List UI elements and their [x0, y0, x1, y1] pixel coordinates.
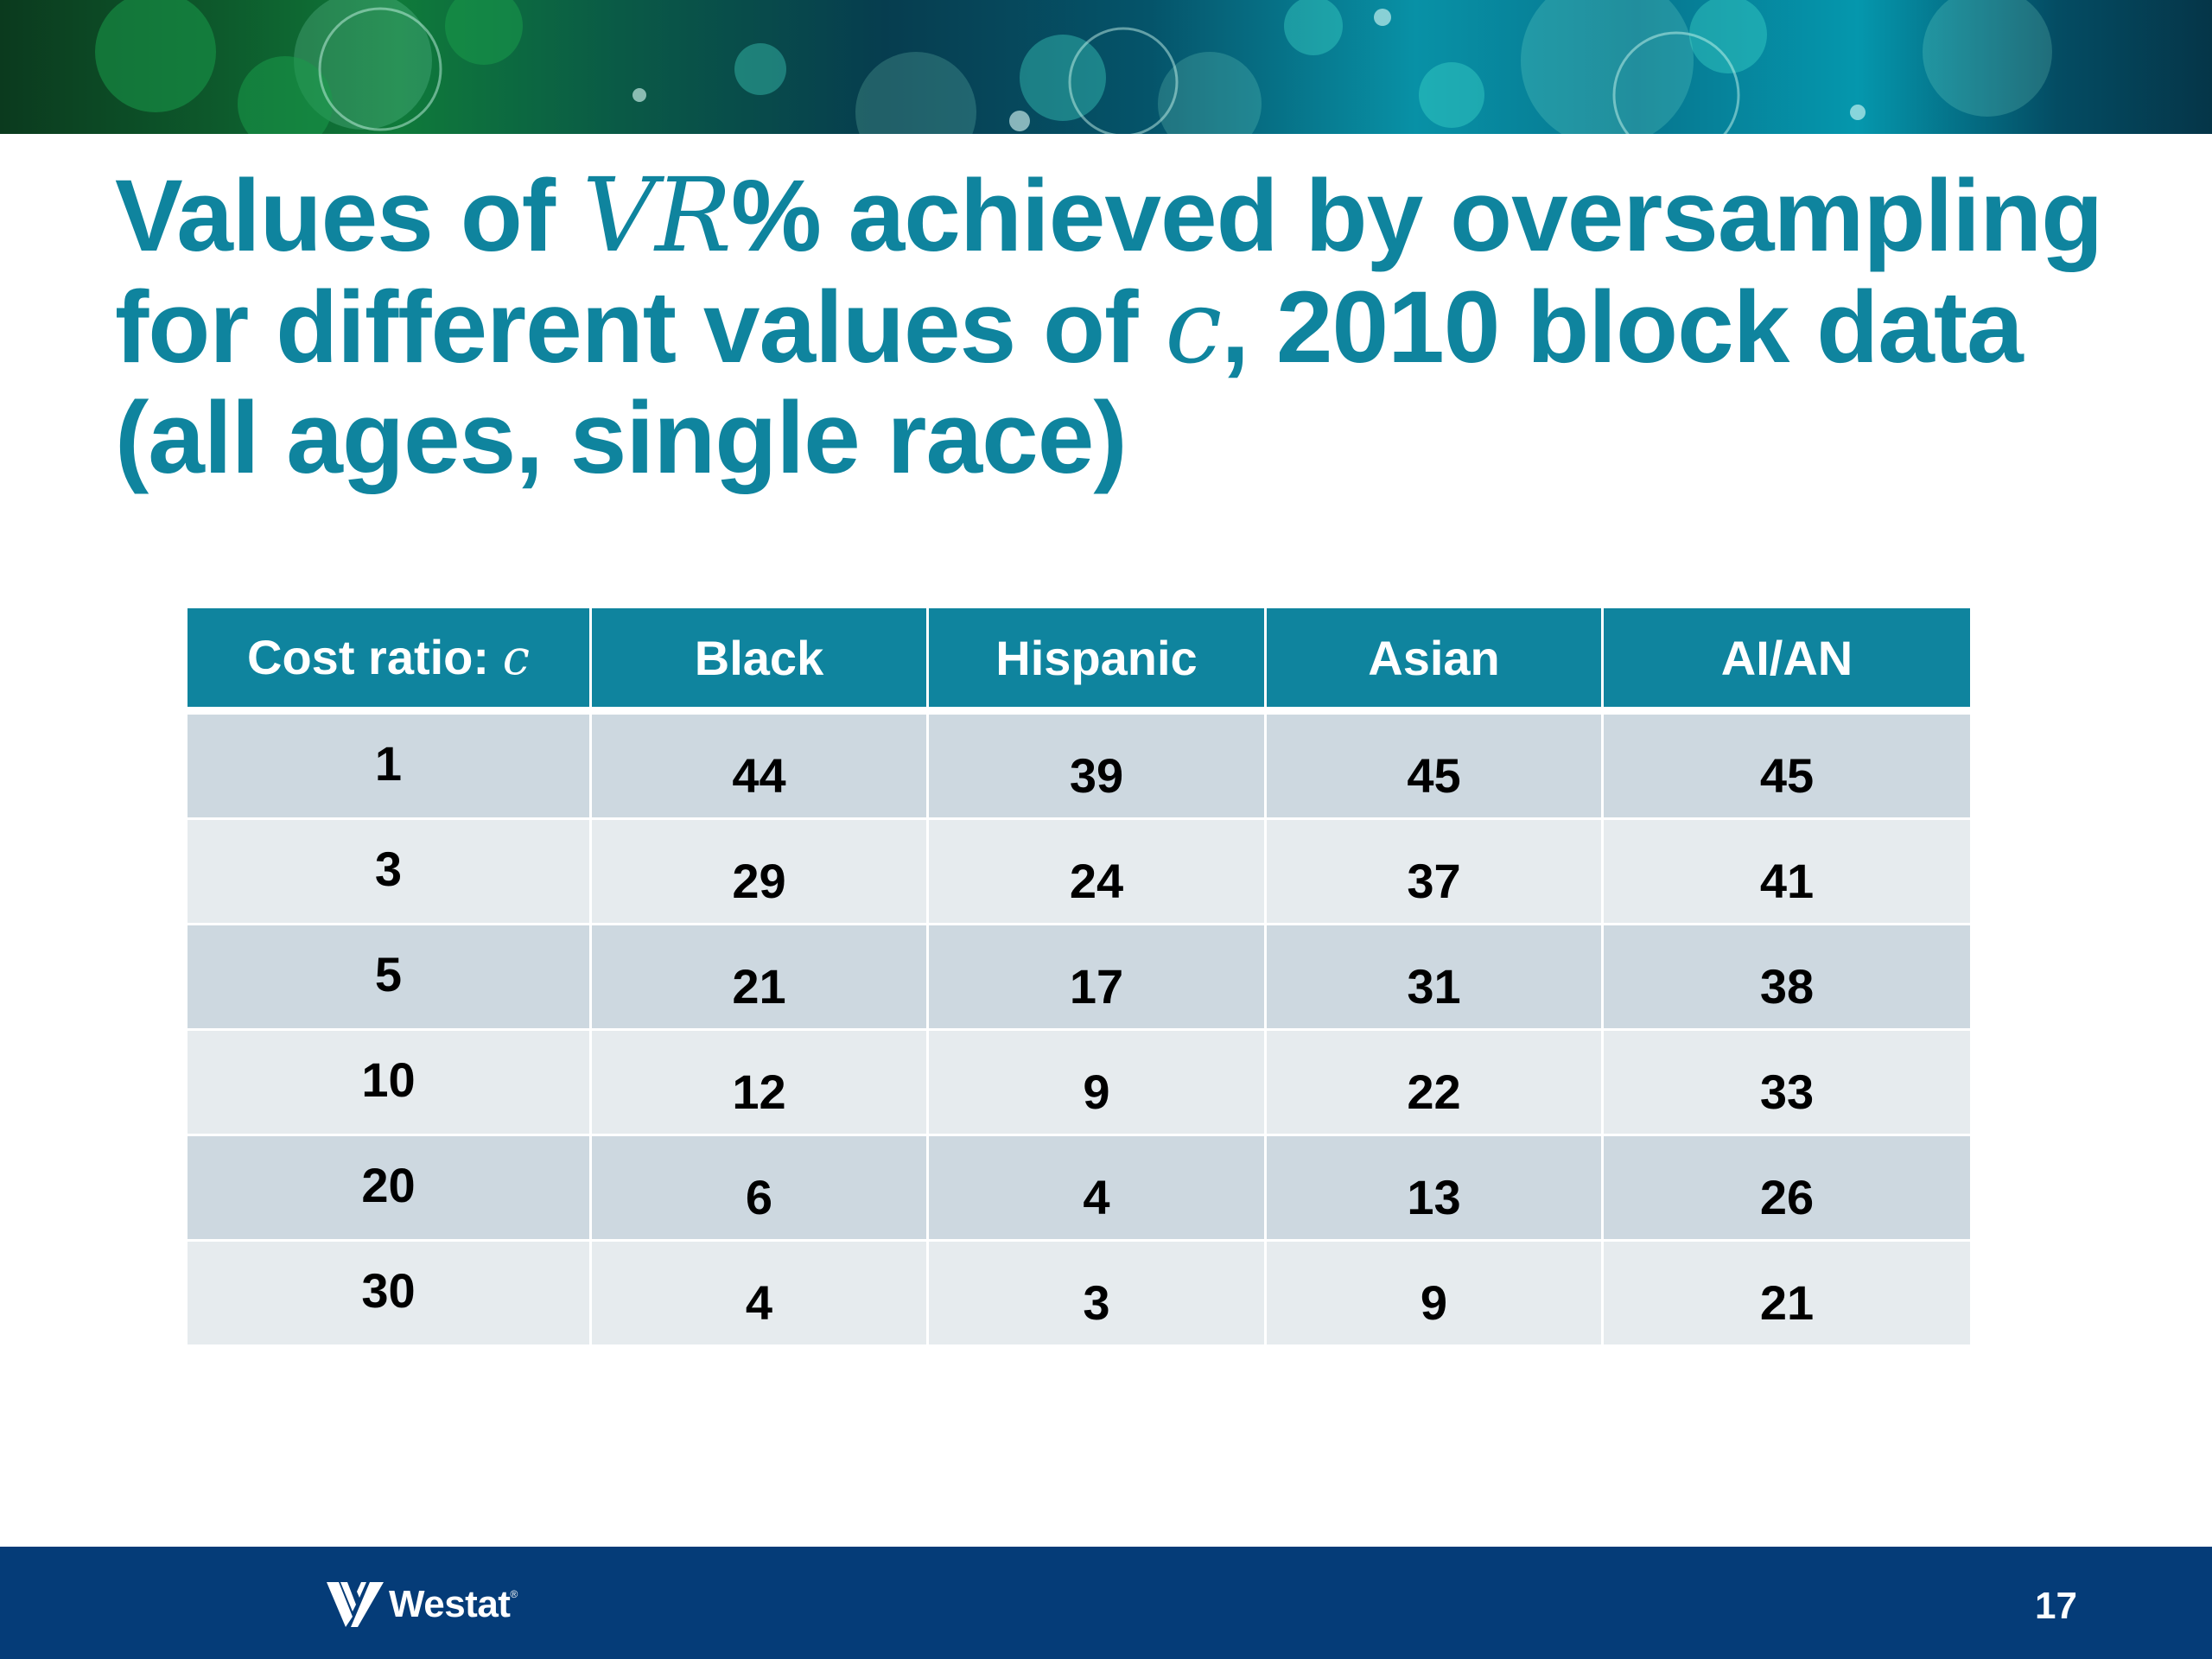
slide-title-text: % achieved by oversampling for different…: [115, 159, 2103, 385]
aian-cell: 21: [1604, 1242, 1970, 1347]
header-hispanic: Hispanic: [929, 608, 1264, 715]
table-row: 5 21 17 31 38: [188, 925, 1970, 1031]
aian-cell: 45: [1604, 715, 1970, 820]
header-cost-ratio-symbol: c: [502, 630, 530, 686]
cost-ratio-cell: 3: [188, 820, 589, 925]
cost-ratio-cell: 1: [188, 715, 589, 820]
asian-cell: 31: [1267, 925, 1601, 1031]
cost-ratio-cell: 20: [188, 1136, 589, 1242]
bokeh-background-image: [95, 0, 2052, 134]
black-cell: 6: [592, 1136, 926, 1242]
table-header-row: Cost ratio: c Black Hispanic Asian AI/AN: [188, 608, 1970, 715]
hispanic-cell: 24: [929, 820, 1264, 925]
cost-ratio-cell: 5: [188, 925, 589, 1031]
aian-cell: 38: [1604, 925, 1970, 1031]
footer-bar: Westat ® 17: [0, 1547, 2212, 1659]
aian-cell: 41: [1604, 820, 1970, 925]
table-row: 3 29 24 37 41: [188, 820, 1970, 925]
slide-title-math-vr: VR: [582, 156, 732, 275]
black-cell: 29: [592, 820, 926, 925]
slide-title-text: , 2010 block data (all ages, single race…: [115, 270, 2024, 495]
hispanic-cell: 17: [929, 925, 1264, 1031]
cost-ratio-cell: 30: [188, 1242, 589, 1347]
black-cell: 12: [592, 1031, 926, 1136]
westat-w-icon: [327, 1582, 384, 1627]
asian-cell: 13: [1267, 1136, 1601, 1242]
cost-ratio-cell: 10: [188, 1031, 589, 1136]
hispanic-cell: 9: [929, 1031, 1264, 1136]
asian-cell: 37: [1267, 820, 1601, 925]
logo-trademark: ®: [510, 1588, 518, 1600]
header-aian: AI/AN: [1604, 608, 1970, 715]
header-banner: [0, 0, 2212, 134]
asian-cell: 9: [1267, 1242, 1601, 1347]
aian-cell: 26: [1604, 1136, 1970, 1242]
table-row: 1 44 39 45 45: [188, 715, 1970, 820]
hispanic-cell: 39: [929, 715, 1264, 820]
page-number: 17: [2035, 1585, 2077, 1627]
black-cell: 21: [592, 925, 926, 1031]
hispanic-cell: 4: [929, 1136, 1264, 1242]
logo-text: Westat: [389, 1583, 511, 1625]
black-cell: 4: [592, 1242, 926, 1347]
header-cost-ratio: Cost ratio: c: [188, 608, 589, 715]
table-row: 10 12 9 22 33: [188, 1031, 1970, 1136]
westat-logo: Westat ®: [327, 1578, 518, 1631]
table-row: 20 6 4 13 26: [188, 1136, 1970, 1242]
slide-title-math-c: c: [1165, 267, 1222, 386]
slide-title: Values of VR% achieved by oversampling f…: [115, 160, 2137, 493]
header-black: Black: [592, 608, 926, 715]
hispanic-cell: 3: [929, 1242, 1264, 1347]
header-cost-ratio-label: Cost ratio:: [247, 630, 503, 684]
header-asian: Asian: [1267, 608, 1601, 715]
aian-cell: 33: [1604, 1031, 1970, 1136]
table-row: 30 4 3 9 21: [188, 1242, 1970, 1347]
black-cell: 44: [592, 715, 926, 820]
vr-results-table: Cost ratio: c Black Hispanic Asian AI/AN…: [185, 608, 1973, 1347]
slide-title-text: Values of: [115, 159, 582, 273]
asian-cell: 22: [1267, 1031, 1601, 1136]
asian-cell: 45: [1267, 715, 1601, 820]
